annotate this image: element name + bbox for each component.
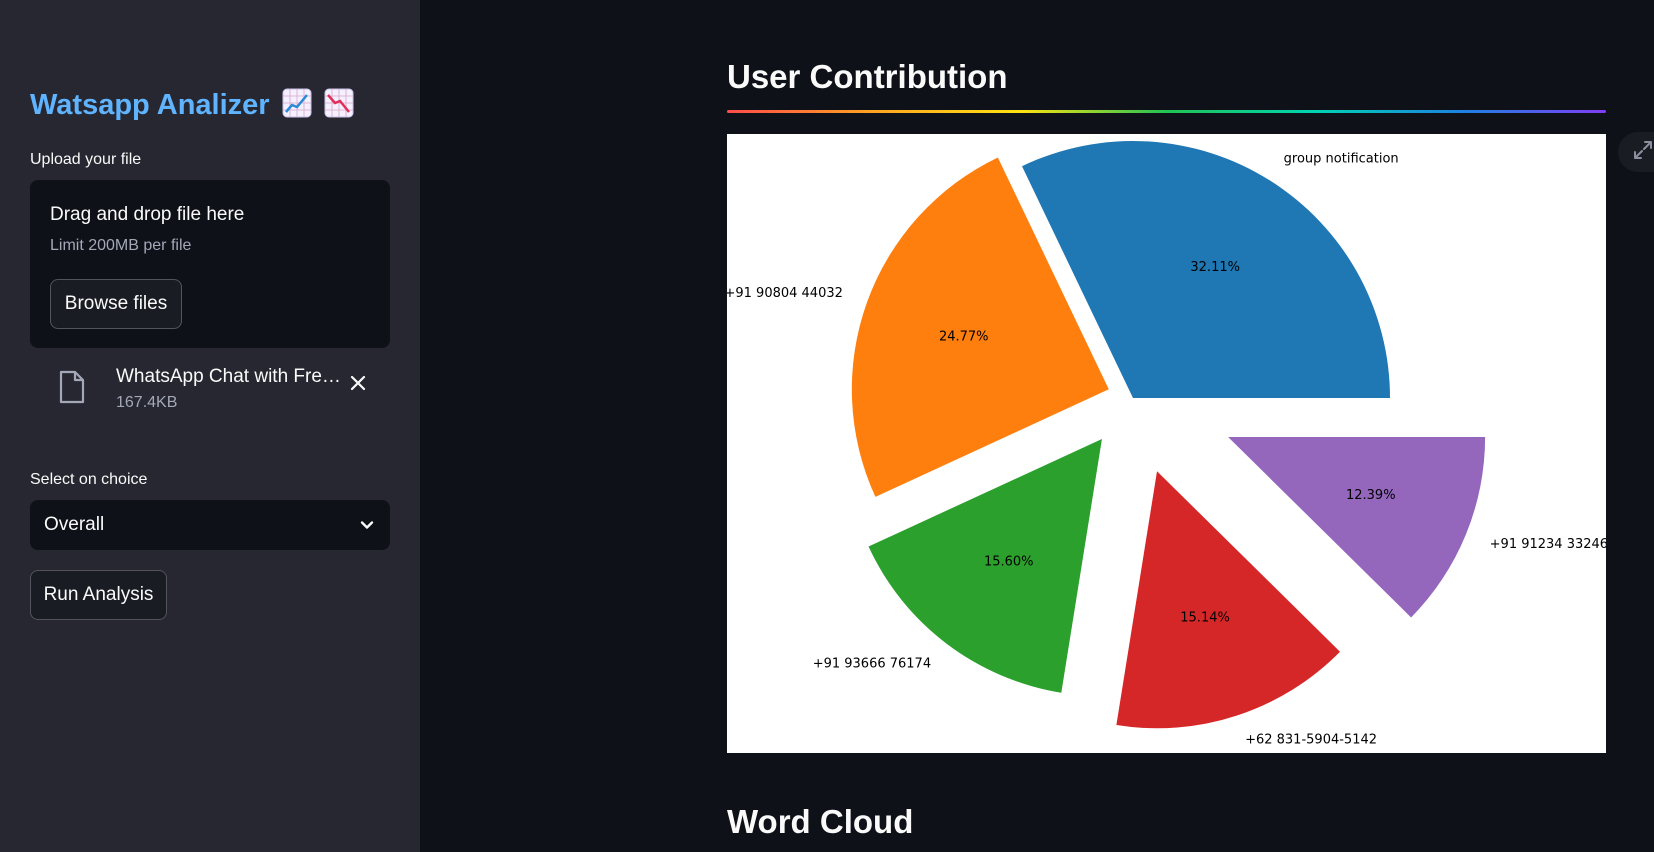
- pie-slice-4: [1228, 437, 1486, 618]
- pie-category-label-4: +91 91234 33246: [1490, 537, 1606, 552]
- file-icon: [58, 370, 86, 409]
- pie-category-label-2: +91 93666 76174: [813, 657, 931, 672]
- app-title: Watsapp Analizer: [30, 88, 354, 126]
- pie-pct-label-1: 24.77%: [939, 329, 989, 344]
- pie-slice-1: [851, 157, 1109, 497]
- dropzone-title: Drag and drop file here: [50, 204, 245, 225]
- select-label: Select on choice: [30, 471, 148, 488]
- fullscreen-button[interactable]: [1618, 132, 1654, 172]
- expand-icon: [1632, 139, 1654, 166]
- pie-slice-3: [1116, 471, 1341, 729]
- section-title-word-cloud: Word Cloud: [727, 803, 914, 840]
- pie-category-label-1: +91 90804 44032: [727, 286, 843, 301]
- user-select[interactable]: Overall: [30, 500, 390, 550]
- browse-files-button[interactable]: Browse files: [50, 279, 182, 329]
- uploaded-file-row: WhatsApp Chat with Fres... 167.4KB: [30, 360, 390, 416]
- run-analysis-button[interactable]: Run Analysis: [30, 570, 167, 620]
- pie-pct-label-2: 15.60%: [984, 554, 1034, 569]
- chevron-down-icon: [358, 516, 376, 539]
- pie-slice-2: [868, 438, 1102, 693]
- user-contribution-chart: 32.11% group notification 24.77% +91 90804 …: [727, 134, 1606, 753]
- pie-pct-label-3: 15.14%: [1180, 610, 1230, 625]
- heading-divider: [727, 110, 1606, 113]
- upload-label: Upload your file: [30, 151, 142, 168]
- pie-category-label-0: group notification: [1284, 151, 1399, 166]
- pie-chart: 32.11% group notification 24.77% +91 90804 …: [727, 141, 1606, 747]
- section-title-user-contribution: User Contribution: [727, 58, 1008, 95]
- pie-category-label-3: +62 831-5904-5142: [1245, 732, 1377, 747]
- pie-slice-0: [1022, 141, 1390, 398]
- dropzone-limit: Limit 200MB per file: [50, 237, 192, 254]
- pie-pct-label-0: 32.11%: [1190, 260, 1240, 275]
- pie-pct-label-4: 12.39%: [1346, 488, 1396, 503]
- uploaded-file-name: WhatsApp Chat with Fres...: [116, 366, 344, 387]
- sidebar: Watsapp Analizer Upload your file Drag a…: [0, 0, 420, 852]
- file-dropzone[interactable]: Drag and drop file here Limit 200MB per …: [30, 180, 390, 348]
- select-value: Overall: [44, 514, 105, 535]
- chart-decreasing-icon: [324, 88, 354, 126]
- close-icon[interactable]: [345, 370, 371, 396]
- app-title-text: Watsapp Analizer: [30, 89, 270, 121]
- chart-increasing-icon: [282, 88, 312, 126]
- uploaded-file-size: 167.4KB: [116, 394, 178, 411]
